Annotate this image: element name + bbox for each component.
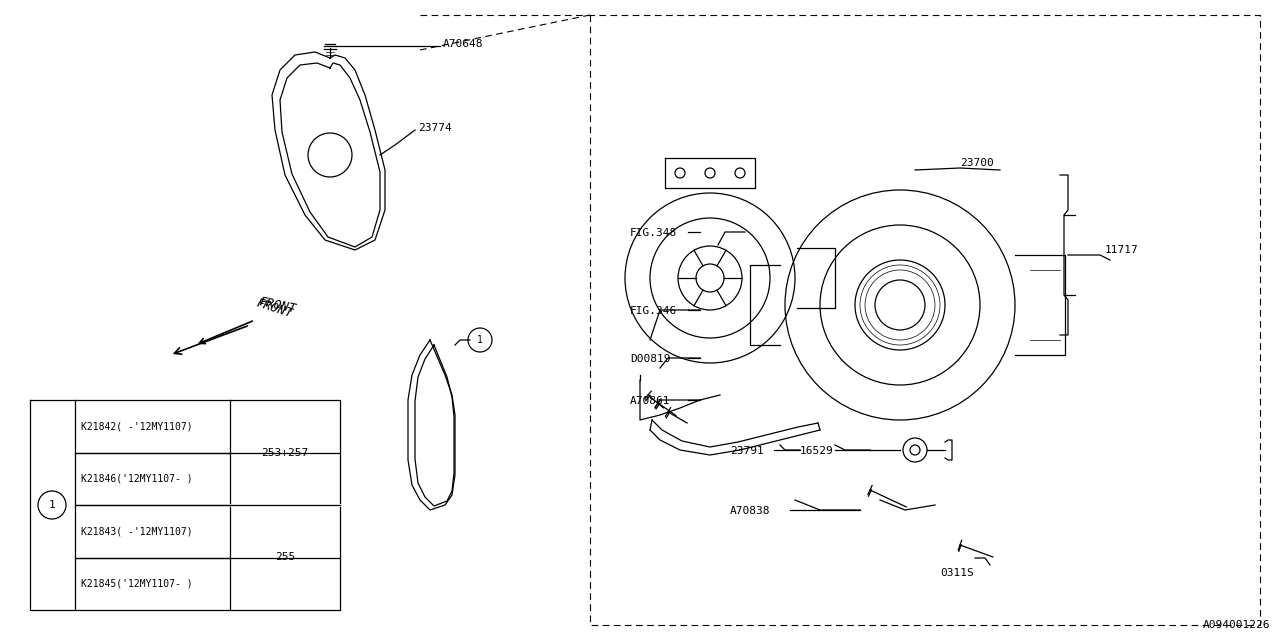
Text: K21843( -'12MY1107): K21843( -'12MY1107) bbox=[81, 526, 192, 536]
Text: FIG.346: FIG.346 bbox=[630, 306, 677, 316]
Text: K21845('12MY1107- ): K21845('12MY1107- ) bbox=[81, 579, 192, 589]
Text: K21842( -'12MY1107): K21842( -'12MY1107) bbox=[81, 421, 192, 431]
Text: 253+257: 253+257 bbox=[261, 447, 308, 458]
Text: 23791: 23791 bbox=[730, 446, 764, 456]
Text: 23774: 23774 bbox=[419, 123, 452, 133]
Text: FIG.348: FIG.348 bbox=[630, 228, 677, 238]
Text: K21846('12MY1107- ): K21846('12MY1107- ) bbox=[81, 474, 192, 484]
Text: 11717: 11717 bbox=[1105, 245, 1139, 255]
Text: 1: 1 bbox=[49, 500, 55, 510]
Text: 16529: 16529 bbox=[800, 446, 833, 456]
Text: A70861: A70861 bbox=[630, 396, 671, 406]
Text: FRONT: FRONT bbox=[255, 296, 294, 320]
Text: A70648: A70648 bbox=[443, 39, 484, 49]
Text: FRONT: FRONT bbox=[259, 296, 297, 316]
Text: 0311S: 0311S bbox=[940, 568, 974, 578]
Text: 255: 255 bbox=[275, 552, 296, 563]
Text: D00819: D00819 bbox=[630, 354, 671, 364]
Text: 1: 1 bbox=[477, 335, 483, 345]
Text: A70838: A70838 bbox=[730, 506, 771, 516]
Text: A094001226: A094001226 bbox=[1202, 620, 1270, 630]
Text: 23700: 23700 bbox=[960, 158, 993, 168]
